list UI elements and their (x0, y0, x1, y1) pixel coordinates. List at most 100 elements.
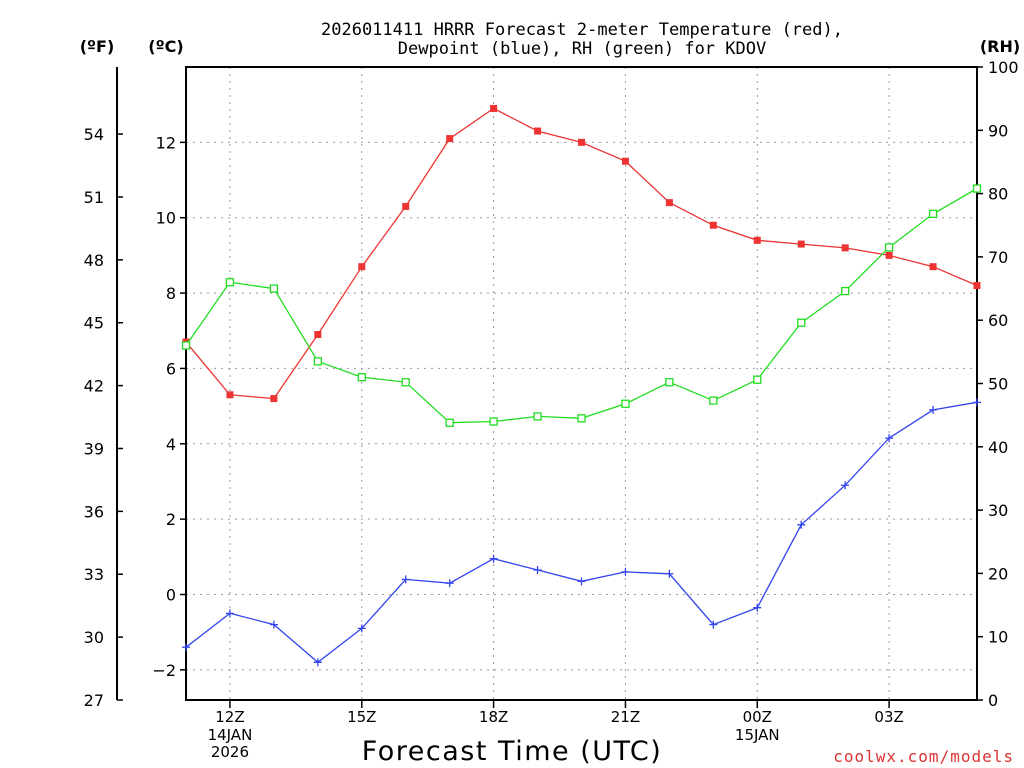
fahrenheit-tick-label: 54 (84, 125, 104, 144)
dewpoint-marker (313, 658, 322, 667)
dewpoint-marker (929, 405, 938, 414)
celsius-tick-label: 2 (166, 510, 176, 529)
rh-marker (841, 286, 850, 296)
x-axis-label: Forecast Time (UTC) (362, 736, 663, 767)
rh-marker (357, 373, 366, 382)
rh-marker (884, 243, 894, 252)
rh-tick-label: 40 (988, 438, 1008, 457)
rh-marker (709, 396, 718, 405)
fahrenheit-tick-label: 39 (84, 439, 104, 458)
fahrenheit-tick-label: 30 (84, 628, 104, 647)
rh-marker (753, 375, 762, 384)
rh-tick-label: 60 (988, 311, 1008, 330)
rh-tick-label: 90 (988, 121, 1008, 140)
temperature-marker (797, 240, 805, 248)
dewpoint-marker (533, 566, 542, 575)
dewpoint-line (185, 401, 978, 664)
rh-marker (181, 341, 191, 350)
rh-tick-label: 100 (988, 58, 1019, 77)
x-tick-label: 12Z (215, 708, 244, 726)
dewpoint-marker (841, 481, 850, 490)
dewpoint-marker (665, 569, 674, 578)
rh-marker (797, 318, 806, 327)
celsius-tick-label: 6 (166, 359, 176, 378)
dewpoint-marker (182, 643, 190, 652)
rh-marker (577, 414, 586, 423)
gridlines (186, 67, 977, 700)
temperature-marker (226, 391, 234, 399)
rh-tick-label: 70 (988, 248, 1008, 267)
chart-title-line-2: Dewpoint (blue), RH (green) for KDOV (398, 39, 766, 59)
fahrenheit-tick-label: 48 (84, 251, 104, 270)
x-tick-label: 18Z (479, 708, 508, 726)
fahrenheit-tick-label: 27 (84, 691, 104, 710)
rh-marker (533, 412, 542, 421)
rh-marker (928, 209, 938, 219)
dewpoint-marker (225, 609, 234, 618)
rh-tick-label: 10 (988, 628, 1008, 647)
temperature-marker (402, 202, 410, 210)
temperature-marker (446, 135, 454, 143)
temperature-marker (270, 395, 278, 403)
plot-frame (185, 66, 978, 701)
temperature-marker (314, 331, 322, 339)
temperature-marker (973, 282, 981, 290)
dewpoint-marker (489, 554, 498, 563)
temperature-marker (709, 221, 717, 229)
dewpoint-marker (357, 624, 366, 633)
celsius-tick-label: −2 (152, 661, 176, 680)
fahrenheit-tick-label: 42 (84, 377, 104, 396)
rh-unit-label: (RH) (980, 37, 1020, 56)
dewpoint-marker (885, 434, 894, 443)
rh-marker (269, 284, 279, 293)
rh-marker (972, 184, 982, 193)
x-tick-sublabel: 14JAN (208, 726, 253, 744)
temperature-marker (665, 199, 673, 207)
rh-marker (401, 378, 410, 387)
x-tick-sublabel: 2026 (211, 743, 249, 761)
celsius-tick-label: 10 (156, 209, 176, 228)
rh-marker (225, 278, 235, 287)
rh-tick-label: 0 (988, 691, 998, 710)
rh-tick-label: 30 (988, 501, 1008, 520)
dewpoint-marker (709, 620, 718, 629)
x-tick-label: 03Z (874, 708, 903, 726)
celsius-tick-label: 0 (166, 586, 176, 605)
fahrenheit-tick-label: 33 (84, 565, 104, 584)
x-tick-label: 00Z (743, 708, 772, 726)
celsius-tick-label: 8 (166, 284, 176, 303)
rh-tick-label: 50 (988, 375, 1008, 394)
temperature-marker (534, 127, 542, 135)
temperature-line (185, 107, 978, 400)
dewpoint-marker (401, 575, 410, 584)
temperature-marker (929, 263, 937, 271)
temperature-marker (490, 104, 498, 112)
dewpoint-marker (577, 577, 586, 586)
celsius-unit-label: (ºC) (148, 37, 183, 56)
x-tick-sublabel: 15JAN (735, 726, 780, 744)
temperature-marker (621, 157, 629, 165)
dewpoint-marker (797, 520, 806, 529)
data-series (181, 104, 982, 667)
temperature-marker (885, 251, 893, 259)
x-tick-label: 15Z (347, 708, 376, 726)
celsius-tick-label: 4 (166, 435, 176, 454)
rh-marker (665, 378, 674, 387)
rh-marker (445, 418, 454, 427)
temperature-marker (753, 236, 761, 244)
temperature-marker (578, 138, 585, 146)
rh-marker (489, 417, 498, 426)
credit-label: coolwx.com/models (833, 747, 1014, 766)
fahrenheit-unit-label: (ºF) (80, 37, 115, 56)
rh-tick-label: 20 (988, 564, 1008, 583)
rh-line (185, 187, 978, 424)
dewpoint-marker (269, 620, 278, 629)
dewpoint-marker (973, 398, 981, 407)
dewpoint-marker (445, 579, 454, 588)
rh-tick-label: 80 (988, 185, 1008, 204)
fahrenheit-tick-label: 45 (84, 314, 104, 333)
dewpoint-marker (621, 567, 630, 576)
chart-title-line-1: 2026011411 HRRR Forecast 2-meter Tempera… (321, 20, 843, 40)
